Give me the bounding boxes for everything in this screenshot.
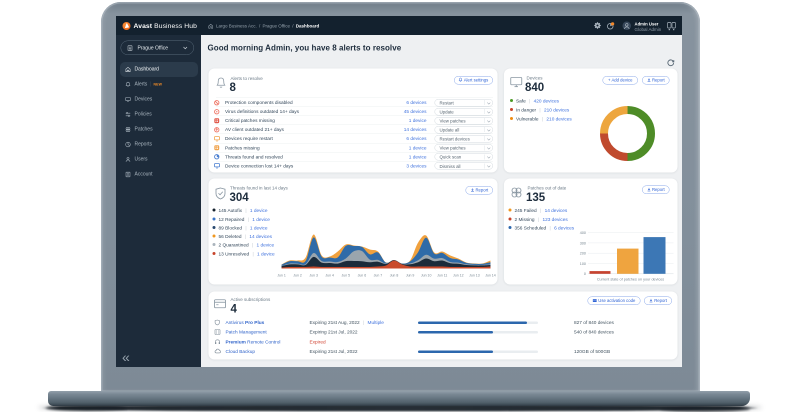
svg-text:Jun 2: Jun 2: [293, 273, 302, 277]
svg-text:100: 100: [579, 261, 585, 265]
svg-text:Jun 4: Jun 4: [325, 273, 334, 277]
svg-text:Current state of patches on yo: Current state of patches on your devices: [596, 277, 663, 281]
svg-text:Jun 5: Jun 5: [341, 273, 350, 277]
svg-text:Jun 8: Jun 8: [389, 273, 398, 277]
svg-text:200: 200: [579, 251, 585, 255]
svg-text:Jun 1: Jun 1: [277, 273, 285, 277]
svg-text:400: 400: [579, 231, 585, 235]
svg-text:Jun 14: Jun 14: [485, 273, 496, 277]
svg-text:Jun 6: Jun 6: [357, 273, 366, 277]
svg-text:Jun 11: Jun 11: [437, 273, 447, 277]
svg-text:Jun 3: Jun 3: [309, 273, 318, 277]
svg-text:Jun 9: Jun 9: [405, 273, 414, 277]
svg-text:300: 300: [579, 241, 585, 245]
svg-text:Jun 7: Jun 7: [373, 273, 382, 277]
svg-text:Jun 10: Jun 10: [420, 273, 431, 277]
svg-text:0: 0: [583, 272, 585, 276]
svg-text:Jun 13: Jun 13: [469, 273, 480, 277]
svg-text:Jun 12: Jun 12: [453, 273, 464, 277]
